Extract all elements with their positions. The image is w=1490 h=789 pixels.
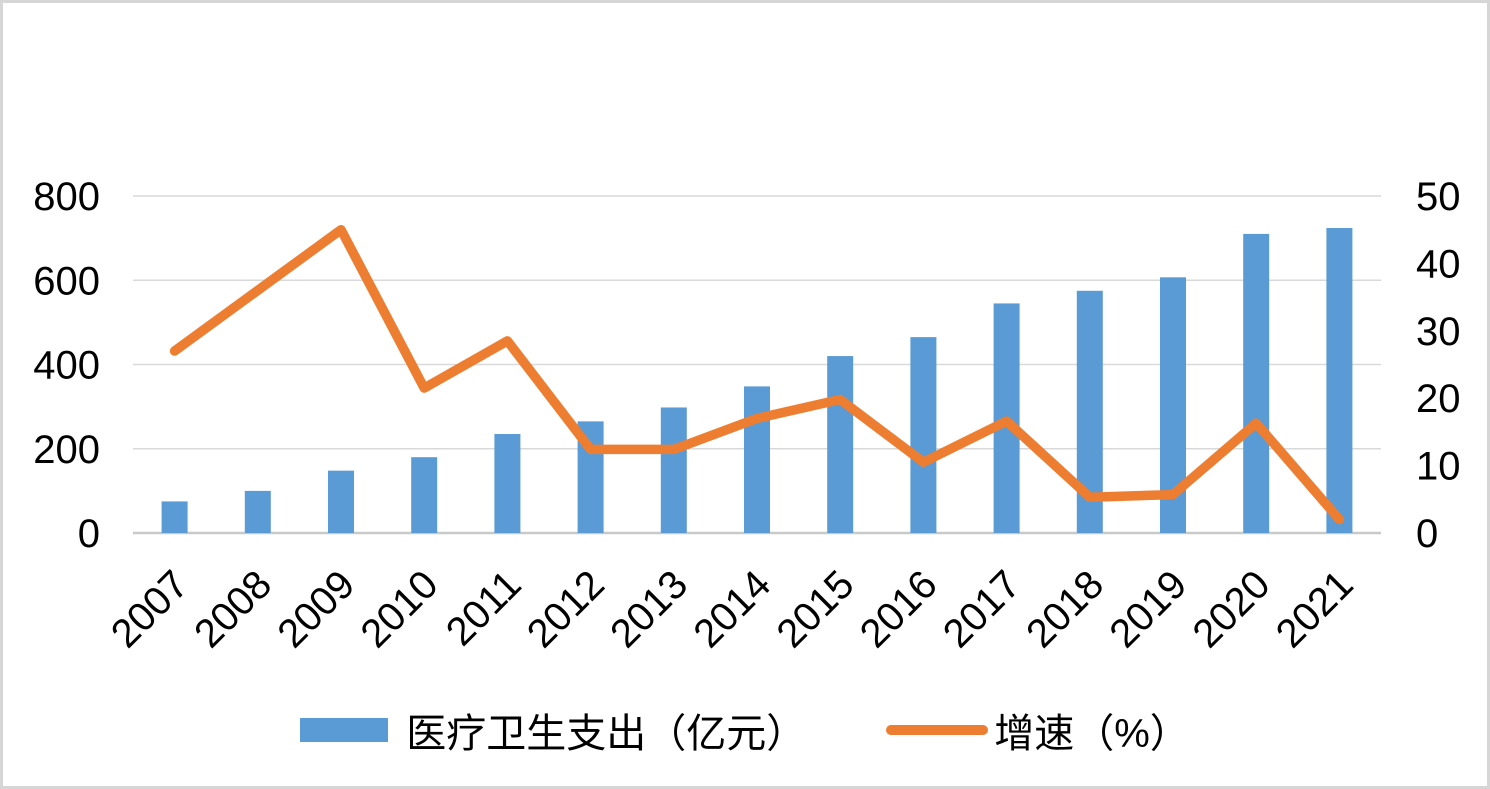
x-axis-label-2018: 2018	[1018, 562, 1112, 656]
x-axis-label-2013: 2013	[602, 562, 696, 656]
x-axis-label-2008: 2008	[186, 562, 280, 656]
left-axis-tick-200: 200	[33, 428, 100, 472]
right-axis-tick-0: 0	[1416, 512, 1438, 556]
x-axis-label-2015: 2015	[769, 562, 863, 656]
x-axis-label-2016: 2016	[852, 562, 946, 656]
x-axis-label-2012: 2012	[519, 562, 613, 656]
right-axis-tick-30: 30	[1416, 310, 1461, 354]
bar-2010	[411, 457, 438, 533]
growth-rate-line	[169, 224, 1345, 525]
x-axis-label-2021: 2021	[1268, 562, 1362, 656]
legend-item-expenditure: 医疗卫生支出（亿元）	[300, 701, 806, 759]
x-axis-label-2014: 2014	[685, 562, 779, 656]
bar-2016	[910, 337, 937, 533]
x-axis-label-2019: 2019	[1101, 562, 1195, 656]
x-axis-label-2007: 2007	[103, 562, 197, 656]
legend-label-growth: 增速（%）	[994, 712, 1190, 756]
x-axis-label-2011: 2011	[438, 562, 530, 654]
left-axis-tick-800: 800	[33, 175, 100, 219]
x-axis-label-2017: 2017	[935, 562, 1029, 656]
legend-item-growth: 增速（%）	[886, 701, 1190, 759]
bar-2021	[1326, 228, 1353, 533]
bar-series-swatch	[300, 718, 389, 742]
line-series-swatch	[886, 725, 989, 735]
bar-2014	[744, 386, 770, 533]
right-axis-tick-20: 20	[1416, 377, 1461, 421]
right-axis-tick-40: 40	[1416, 242, 1461, 286]
bar-2013	[660, 407, 687, 533]
bar-2009	[328, 470, 354, 533]
bar-2007	[161, 501, 188, 533]
left-axis-tick-600: 600	[33, 259, 100, 303]
bar-2020	[1243, 233, 1270, 533]
x-axis-label-2009: 2009	[269, 562, 363, 656]
left-axis-tick-400: 400	[33, 344, 100, 388]
right-axis-tick-50: 50	[1416, 175, 1461, 219]
bar-2008	[244, 490, 271, 533]
bar-2011	[494, 434, 521, 533]
left-axis-tick-0: 0	[78, 512, 100, 556]
legend-label-expenditure: 医疗卫生支出（亿元）	[406, 712, 807, 756]
x-axis-label-2020: 2020	[1185, 562, 1279, 656]
x-axis-label-2010: 2010	[353, 562, 447, 656]
combo-chart: 0 200 400 600 800 0 10 20 30 40 50 2007200820092010…	[33, 175, 1461, 656]
chart-legend: 医疗卫生支出（亿元） 增速（%）	[3, 701, 1487, 759]
right-axis-tick-10: 10	[1416, 445, 1461, 489]
bar-2015	[827, 356, 854, 533]
